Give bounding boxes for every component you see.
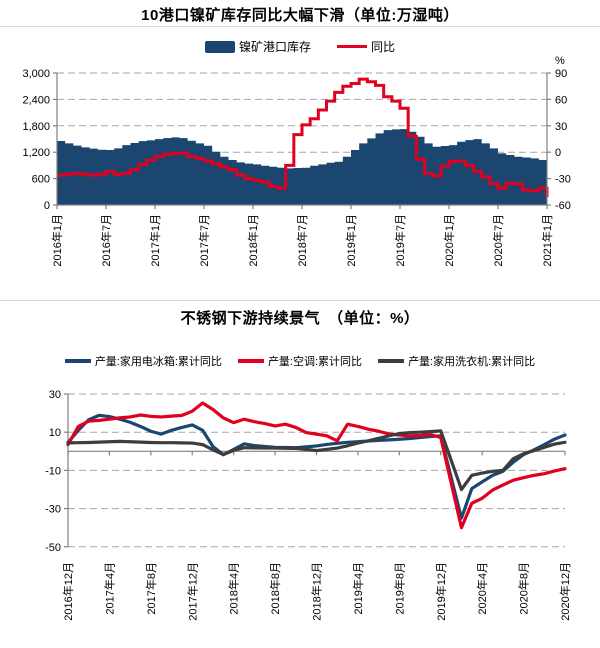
legend-label-yoy: 同比	[371, 40, 396, 54]
separator-line-middle	[0, 300, 600, 301]
svg-text:2018年7月: 2018年7月	[295, 214, 309, 267]
svg-text:2020年1月: 2020年1月	[442, 214, 456, 267]
svg-text:30: 30	[555, 121, 567, 133]
svg-text:2019年7月: 2019年7月	[393, 214, 407, 267]
svg-text:0: 0	[44, 200, 50, 212]
svg-text:2020年12月: 2020年12月	[558, 562, 572, 621]
svg-text:3,000: 3,000	[22, 68, 50, 80]
area-swatch-icon	[204, 40, 235, 53]
fridge-line-swatch-icon	[64, 359, 91, 363]
legend-label-inventory: 镍矿港口库存	[238, 40, 311, 54]
svg-text:2018年8月: 2018年8月	[268, 562, 282, 615]
svg-text:2019年8月: 2019年8月	[392, 562, 406, 615]
svg-text:-60: -60	[555, 200, 571, 212]
svg-text:2017年12月: 2017年12月	[185, 562, 199, 621]
svg-text:2,400: 2,400	[22, 94, 50, 106]
chart1-title: 10港口镍矿库存同比大幅下滑（单位:万湿吨）	[141, 7, 459, 24]
svg-text:2016年12月: 2016年12月	[61, 562, 75, 621]
nickel-inventory-chart: 3,000 2,400 1,800 1,200 600 0 90 60 30 0 -30 -60% 20…	[22, 55, 571, 267]
svg-text:2017年7月: 2017年7月	[197, 214, 211, 267]
separator-line-top	[0, 26, 600, 27]
svg-text:-10: -10	[45, 465, 61, 477]
svg-text:2021年1月: 2021年1月	[540, 214, 554, 267]
legend-item-washer: 产量:家用洗衣机:累计同比	[378, 353, 535, 369]
svg-text:2016年1月: 2016年1月	[50, 214, 64, 267]
svg-text:30: 30	[49, 389, 61, 401]
svg-text:2017年8月: 2017年8月	[144, 562, 158, 615]
svg-text:600: 600	[32, 174, 50, 186]
legend-item-fridge: 产量:家用电冰箱:累计同比	[64, 353, 222, 369]
svg-text:2019年4月: 2019年4月	[351, 562, 365, 615]
svg-text:60: 60	[555, 94, 567, 106]
legend-item-yoy: 同比	[337, 38, 395, 55]
chart2-title: 不锈钢下游持续景气 （单位：%）	[180, 310, 420, 327]
svg-text:-50: -50	[45, 542, 61, 554]
svg-text:2018年4月: 2018年4月	[227, 562, 241, 615]
svg-text:2020年8月: 2020年8月	[517, 562, 531, 615]
svg-text:-30: -30	[555, 174, 571, 186]
svg-text:2016年7月: 2016年7月	[99, 214, 113, 267]
legend-label-washer: 产量:家用洗衣机:累计同比	[408, 356, 536, 368]
svg-text:1,200: 1,200	[22, 147, 50, 159]
aircon-line-swatch-icon	[237, 359, 264, 363]
svg-text:2019年12月: 2019年12月	[434, 562, 448, 621]
svg-text:0: 0	[555, 147, 561, 159]
svg-text:1,800: 1,800	[22, 121, 50, 133]
svg-text:2020年4月: 2020年4月	[475, 562, 489, 615]
svg-text:90: 90	[555, 68, 567, 80]
chart1-legend: 镍矿港口库存 同比	[0, 38, 600, 55]
svg-text:2018年1月: 2018年1月	[246, 214, 260, 267]
legend-item-inventory: 镍矿港口库存	[204, 38, 311, 55]
svg-text:2018年12月: 2018年12月	[310, 562, 324, 621]
svg-text:2017年4月: 2017年4月	[102, 562, 116, 615]
svg-text:2020年7月: 2020年7月	[491, 214, 505, 267]
legend-item-aircon: 产量:空调:累计同比	[237, 353, 363, 369]
svg-text:%: %	[555, 55, 565, 67]
svg-text:10: 10	[49, 427, 61, 439]
legend-label-aircon: 产量:空调:累计同比	[267, 356, 363, 368]
washer-line-swatch-icon	[378, 359, 405, 363]
legend-label-fridge: 产量:家用电冰箱:累计同比	[94, 356, 222, 368]
svg-text:2017年1月: 2017年1月	[148, 214, 162, 267]
chart2-legend: 产量:家用电冰箱:累计同比 产量:空调:累计同比 产量:家用洗衣机:累计同比	[0, 353, 600, 369]
svg-text:2019年1月: 2019年1月	[344, 214, 358, 267]
svg-text:-30: -30	[45, 504, 61, 516]
line-swatch-icon	[337, 44, 367, 49]
